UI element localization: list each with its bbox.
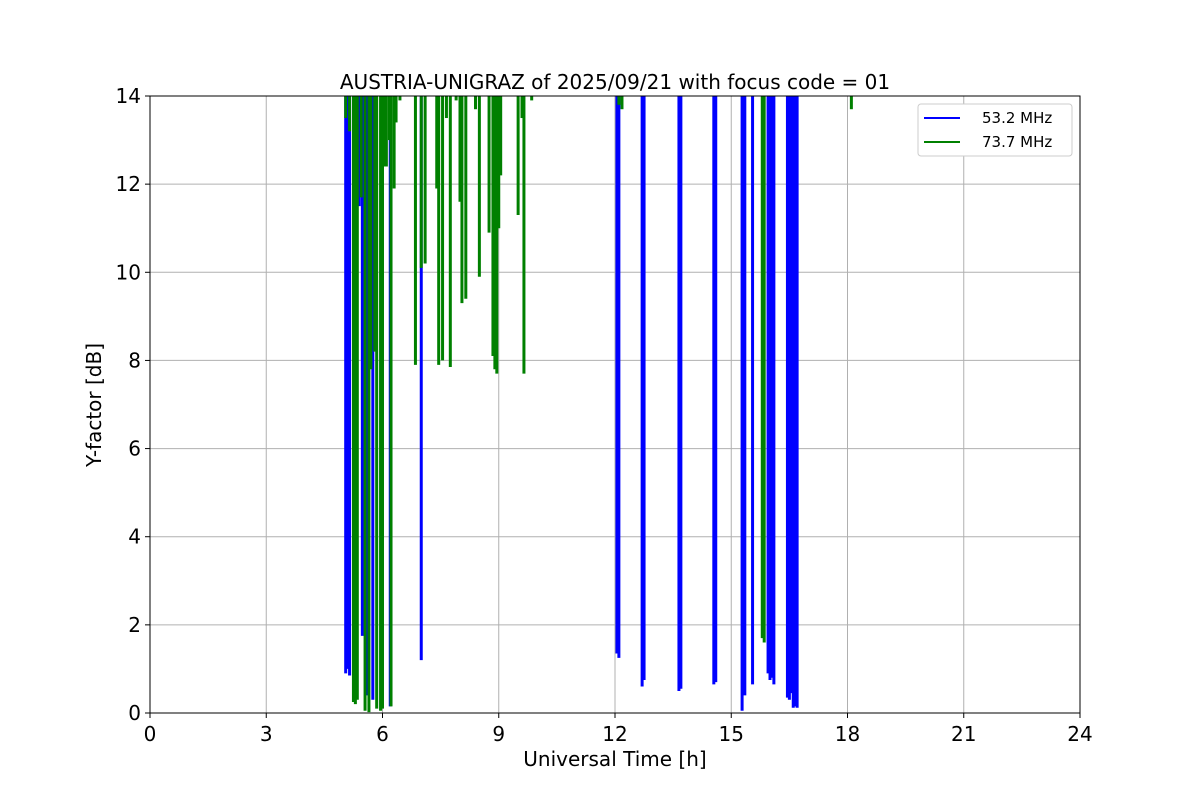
chart-title: AUSTRIA-UNIGRAZ of 2025/09/21 with focus… xyxy=(340,70,890,94)
x-tick-label: 0 xyxy=(144,722,157,746)
x-tick-label: 21 xyxy=(951,722,976,746)
y-axis: 0 2 4 6 8 10 12 14 xyxy=(116,84,150,725)
plot-series xyxy=(344,96,853,713)
x-tick-label: 6 xyxy=(376,722,389,746)
y-tick-label: 12 xyxy=(116,172,141,196)
x-tick-label: 15 xyxy=(719,722,744,746)
y-tick-label: 14 xyxy=(116,84,141,108)
series-0 xyxy=(344,96,799,711)
x-tick-label: 24 xyxy=(1067,722,1092,746)
y-tick-label: 6 xyxy=(128,437,141,461)
grid xyxy=(150,96,1080,713)
x-tick-label: 9 xyxy=(492,722,505,746)
y-tick-label: 0 xyxy=(128,701,141,725)
series-1 xyxy=(344,96,853,713)
x-axis: 0 3 6 9 12 15 18 21 24 xyxy=(144,713,1093,746)
y-tick-label: 10 xyxy=(116,260,141,284)
y-tick-label: 4 xyxy=(128,525,141,549)
x-axis-label: Universal Time [h] xyxy=(523,747,706,771)
legend-label: 73.7 MHz xyxy=(982,133,1052,151)
x-tick-label: 18 xyxy=(835,722,860,746)
legend: 53.2 MHz 73.7 MHz xyxy=(917,103,1073,157)
y-axis-label: Y-factor [dB] xyxy=(82,343,106,468)
y-tick-label: 2 xyxy=(128,613,141,637)
y-tick-label: 8 xyxy=(128,348,141,372)
legend-label: 53.2 MHz xyxy=(982,109,1052,127)
x-tick-label: 12 xyxy=(602,722,627,746)
x-tick-label: 3 xyxy=(260,722,273,746)
